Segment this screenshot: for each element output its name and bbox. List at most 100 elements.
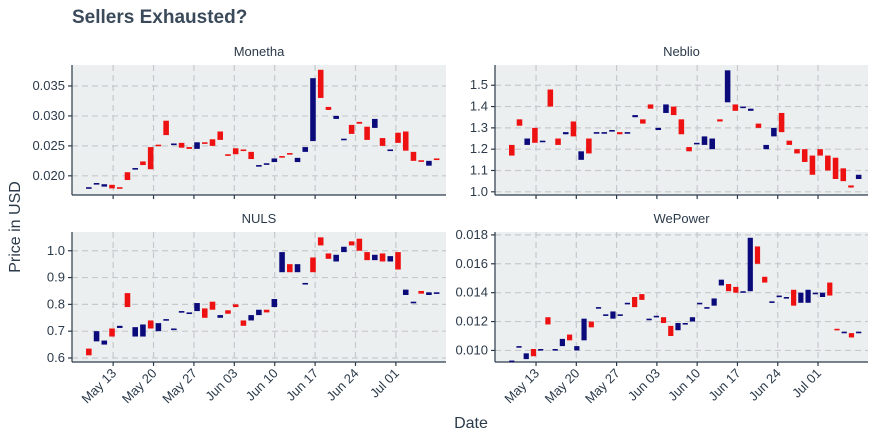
candle [410, 151, 417, 161]
candle [86, 187, 92, 189]
candle [825, 155, 831, 171]
x-tick-label: May 20 [542, 366, 583, 407]
candle [194, 303, 200, 312]
candle [364, 126, 370, 140]
candle [225, 154, 231, 156]
candle [178, 311, 185, 313]
candle [171, 328, 177, 331]
candle [395, 252, 401, 270]
panel-neblio: 1.0 1.1 1.2 1.3 1.4 1.5 Neblio [470, 44, 868, 199]
candle [718, 279, 724, 286]
candle [248, 151, 254, 160]
candle [717, 119, 723, 122]
candle [805, 289, 811, 303]
y-tick-label: 0.025 [32, 138, 65, 153]
candle [209, 139, 216, 146]
candle [356, 121, 363, 124]
candle [256, 165, 262, 167]
y-tick-label: 0.7 [47, 323, 65, 338]
candle [725, 284, 732, 292]
candle [232, 148, 239, 155]
candle [523, 353, 529, 360]
candle [263, 163, 270, 165]
y-tick-label: 0.010 [455, 342, 488, 357]
candle [675, 323, 681, 331]
candle [646, 318, 652, 321]
candle [601, 132, 608, 134]
candle [402, 289, 409, 295]
candle [668, 325, 674, 336]
candle [302, 147, 309, 152]
panels: 0.0200.0250.0300.035Monetha1.01.11.21.31… [32, 44, 868, 406]
candle [834, 328, 840, 331]
candle [776, 295, 782, 298]
y-tick-label: 0.9 [47, 270, 65, 285]
candle [426, 160, 432, 166]
candle [841, 331, 847, 334]
candle [609, 130, 615, 132]
candle [379, 253, 386, 262]
panel-title: WePower [653, 211, 710, 226]
x-tick-label: Jun 03 [202, 366, 240, 404]
candle [163, 319, 169, 321]
candle [697, 302, 703, 305]
candle [724, 70, 731, 103]
candle [232, 304, 239, 308]
y-tick-label: 1.0 [470, 184, 488, 199]
x-tick-label: Jun 10 [665, 366, 703, 404]
candle [387, 256, 394, 262]
candle [555, 138, 561, 145]
candle [240, 320, 247, 326]
candle [163, 120, 169, 136]
candle [132, 327, 138, 337]
y-tick-label: 0.014 [455, 285, 488, 300]
candle [116, 187, 123, 189]
candle [325, 106, 332, 110]
candle [124, 172, 131, 181]
panel-monetha: 0.020 0.025 0.030 0.035 Monetha [32, 44, 446, 199]
panel-wepower: 0.010 0.012 0.014 0.016 0.018 May 13 May 20 May… [455, 211, 868, 406]
candle [840, 168, 847, 182]
candle [701, 136, 708, 145]
candle [418, 290, 424, 294]
candle [809, 155, 816, 175]
candle [86, 348, 92, 356]
candle [426, 292, 432, 295]
candle [310, 78, 316, 142]
candle [588, 321, 594, 328]
candle [624, 132, 631, 134]
candle [341, 246, 347, 253]
candle [655, 127, 662, 130]
x-axis-title: Date [454, 415, 488, 432]
candle [433, 292, 440, 294]
candle [559, 338, 565, 347]
candle [586, 138, 592, 154]
candle [704, 307, 710, 309]
candle [855, 174, 862, 180]
candle [101, 184, 108, 187]
y-tick-label: 1.2 [470, 141, 488, 156]
candle [509, 144, 515, 156]
x-tick-label: Jun 03 [625, 366, 663, 404]
panel-title: Neblio [663, 44, 700, 59]
candle [155, 144, 162, 147]
candle [395, 132, 401, 143]
chart-title: Sellers Exhausted? [72, 7, 247, 28]
candle [640, 119, 646, 124]
candle [109, 184, 115, 189]
candle [325, 253, 332, 259]
candle [279, 156, 285, 158]
candle [574, 346, 580, 351]
candle [639, 294, 645, 300]
candle [832, 157, 839, 180]
candle [387, 149, 394, 152]
candle [317, 69, 324, 98]
candle [524, 138, 530, 145]
candle [812, 292, 818, 295]
candle [747, 108, 754, 111]
x-tick-label: Jun 24 [323, 366, 361, 404]
candle [93, 331, 100, 342]
candle [616, 132, 623, 135]
